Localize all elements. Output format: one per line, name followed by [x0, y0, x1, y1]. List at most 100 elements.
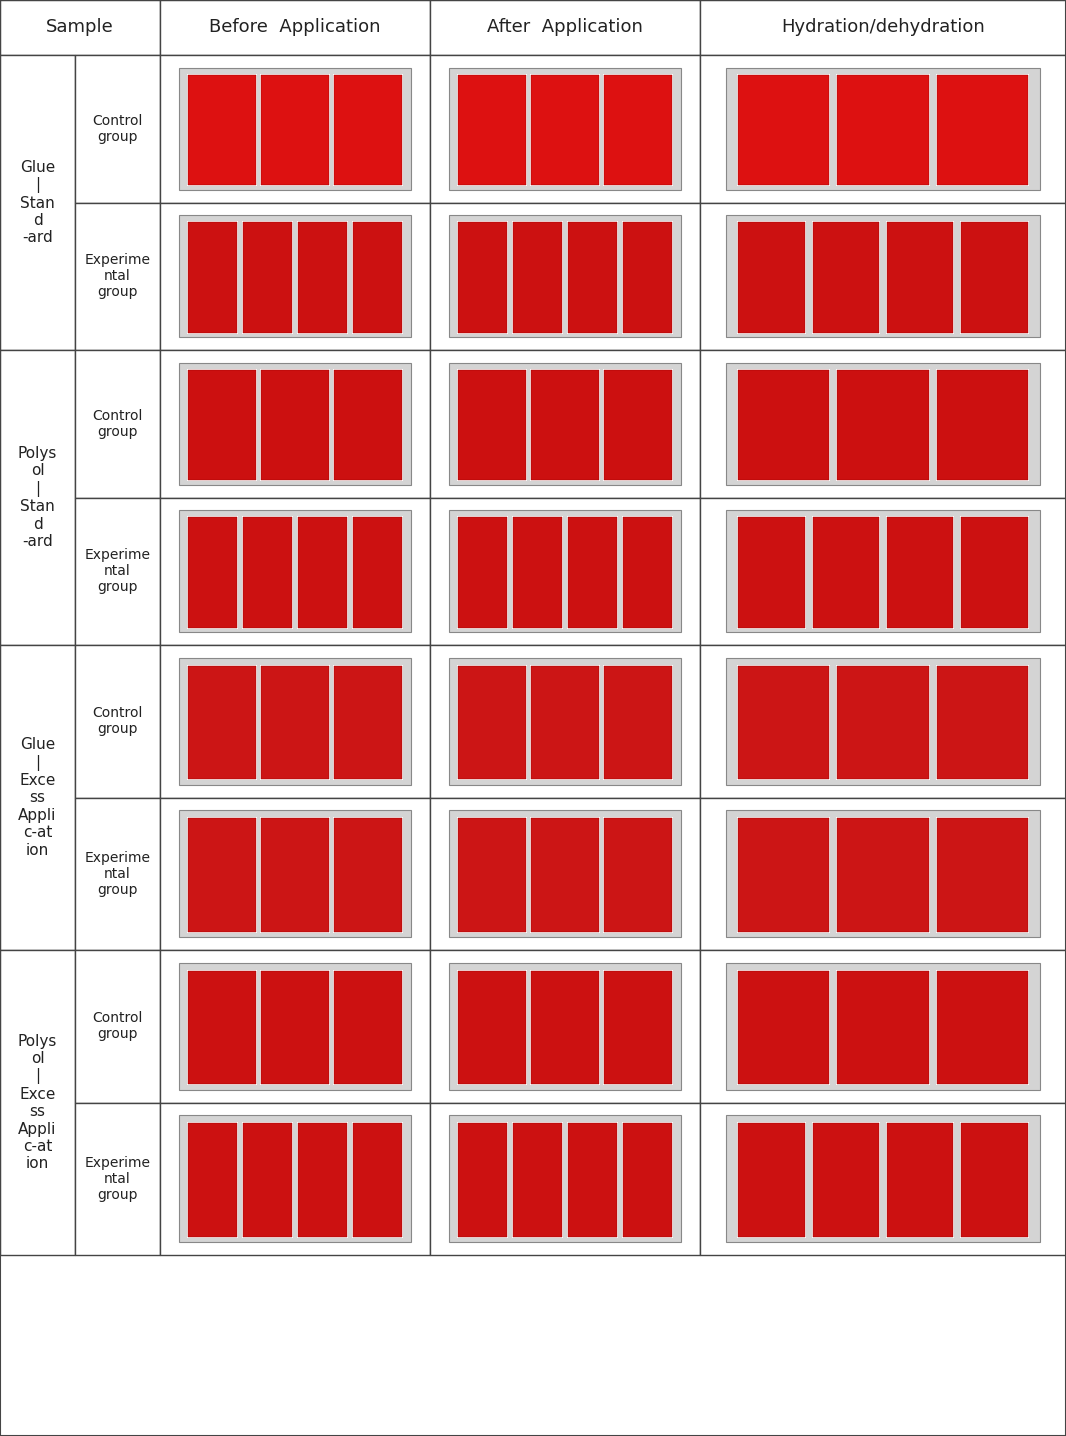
Text: Hydration/dehydration: Hydration/dehydration: [781, 19, 985, 36]
Bar: [837, 665, 930, 781]
Bar: [458, 223, 507, 333]
Bar: [603, 817, 673, 933]
Bar: [457, 73, 527, 187]
Bar: [726, 67, 1040, 190]
Bar: [936, 73, 1029, 187]
Bar: [837, 369, 930, 481]
Bar: [0, 55, 75, 350]
Bar: [449, 215, 681, 337]
Bar: [179, 67, 411, 190]
Text: Experime
ntal
group: Experime ntal group: [84, 253, 150, 300]
Bar: [297, 221, 348, 333]
Bar: [812, 517, 879, 628]
Bar: [738, 817, 830, 933]
Bar: [936, 369, 1029, 481]
Bar: [962, 1123, 1028, 1236]
Bar: [189, 223, 238, 333]
Bar: [567, 1122, 618, 1238]
Bar: [457, 665, 527, 781]
Bar: [75, 350, 160, 497]
Bar: [937, 665, 1028, 780]
Bar: [811, 1122, 881, 1238]
Bar: [512, 517, 563, 629]
Bar: [160, 497, 430, 645]
Bar: [160, 645, 430, 797]
Bar: [335, 819, 402, 932]
Bar: [739, 223, 805, 333]
Bar: [837, 969, 930, 1086]
Text: Glue
|
Stan
d
-ard: Glue | Stan d -ard: [20, 159, 55, 246]
Bar: [75, 202, 160, 350]
Bar: [458, 665, 526, 780]
Bar: [530, 665, 600, 781]
Text: Experime
ntal
group: Experime ntal group: [84, 1156, 150, 1202]
Bar: [513, 517, 562, 628]
Bar: [838, 75, 928, 185]
Bar: [458, 75, 526, 185]
Bar: [738, 73, 830, 187]
Bar: [457, 517, 508, 629]
Bar: [179, 1116, 411, 1242]
Bar: [623, 1123, 672, 1236]
Bar: [700, 1103, 1066, 1255]
Text: Control
group: Control group: [93, 1011, 143, 1041]
Bar: [430, 497, 700, 645]
Bar: [260, 817, 329, 933]
Bar: [530, 73, 600, 187]
Bar: [700, 797, 1066, 951]
Bar: [458, 1123, 507, 1236]
Bar: [458, 971, 526, 1084]
Bar: [334, 817, 403, 933]
Bar: [738, 1122, 806, 1238]
Bar: [603, 369, 673, 481]
Bar: [449, 810, 681, 938]
Bar: [189, 971, 256, 1084]
Bar: [353, 223, 402, 333]
Bar: [700, 0, 1066, 55]
Bar: [937, 75, 1028, 185]
Bar: [603, 665, 673, 781]
Bar: [188, 221, 238, 333]
Bar: [937, 819, 1028, 932]
Bar: [738, 969, 830, 1086]
Bar: [260, 369, 329, 481]
Bar: [352, 1122, 403, 1238]
Bar: [189, 665, 256, 780]
Bar: [568, 223, 617, 333]
Bar: [0, 951, 75, 1255]
Text: Polys
ol
|
Exce
ss
Appli
c-at
ion: Polys ol | Exce ss Appli c-at ion: [18, 1034, 58, 1172]
Bar: [531, 665, 599, 780]
Bar: [838, 370, 928, 480]
Bar: [179, 510, 411, 632]
Bar: [838, 971, 928, 1084]
Text: Experime
ntal
group: Experime ntal group: [84, 850, 150, 898]
Bar: [838, 819, 928, 932]
Bar: [261, 819, 328, 932]
Text: Before  Application: Before Application: [209, 19, 381, 36]
Bar: [352, 517, 403, 629]
Bar: [812, 1123, 879, 1236]
Bar: [179, 964, 411, 1090]
Bar: [962, 517, 1028, 628]
Bar: [261, 971, 328, 1084]
Bar: [189, 75, 256, 185]
Bar: [242, 1122, 293, 1238]
Bar: [960, 517, 1029, 629]
Bar: [188, 817, 257, 933]
Bar: [512, 221, 563, 333]
Bar: [353, 1123, 402, 1236]
Bar: [449, 658, 681, 784]
Bar: [530, 969, 600, 1086]
Bar: [189, 370, 256, 480]
Bar: [603, 969, 673, 1086]
Bar: [430, 797, 700, 951]
Bar: [726, 1116, 1040, 1242]
Bar: [179, 362, 411, 485]
Bar: [297, 1122, 348, 1238]
Bar: [243, 1123, 292, 1236]
Bar: [726, 215, 1040, 337]
Bar: [962, 223, 1028, 333]
Bar: [449, 964, 681, 1090]
Bar: [812, 223, 879, 333]
Bar: [739, 819, 829, 932]
